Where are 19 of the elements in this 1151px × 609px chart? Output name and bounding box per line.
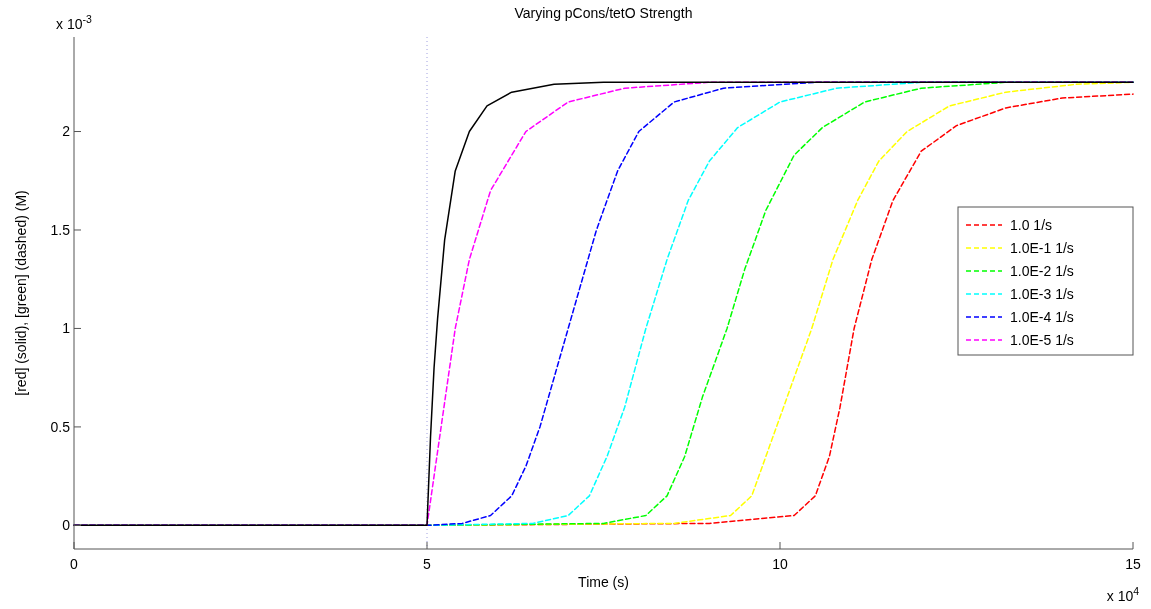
x-axis-title: Time (s) <box>578 574 629 590</box>
text: x 10$^{4}$ <box>1106 585 1140 604</box>
legend-label: 1.0E-3 1/s <box>1010 285 1074 302</box>
legend-label: 1.0E-1 1/s <box>1010 239 1074 256</box>
x-tick-label: 10 <box>772 556 788 572</box>
y-tick-label: 0.5 <box>50 418 71 435</box>
y-axis-title: [red] (solid), [green] (dashed) (M) <box>13 190 29 396</box>
legend-label: 1.0E-5 1/s <box>1010 331 1074 348</box>
y-tick-label: 0 <box>62 517 71 534</box>
y-tick-label: 1 <box>62 320 71 337</box>
y-tick-label: 1.5 <box>50 221 71 238</box>
text: x 10$^{-3}$ <box>56 13 93 32</box>
chart-title: Varying pCons/tetO Strength <box>514 5 693 21</box>
x-tick-label: 5 <box>423 556 432 572</box>
legend-label: 1.0 1/s <box>1010 216 1053 233</box>
legend-label: 1.0E-4 1/s <box>1010 308 1074 325</box>
legend-label: 1.0E-2 1/s <box>1010 262 1074 279</box>
y-tick-label: 2 <box>62 123 71 140</box>
x-tick-label: 15 <box>1125 556 1141 572</box>
